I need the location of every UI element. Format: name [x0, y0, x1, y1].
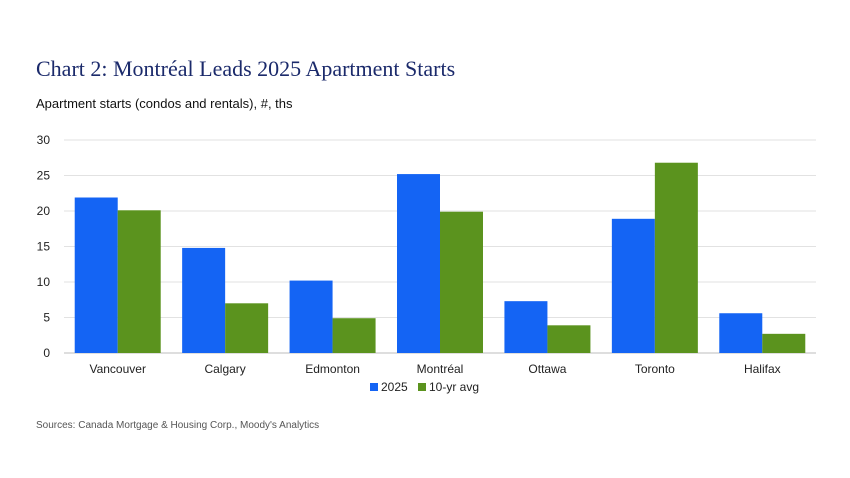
bar-series-2: [225, 303, 269, 353]
x-tick-label: Edmonton: [305, 362, 360, 376]
bar-series-1: [289, 280, 333, 353]
bar-series-2: [654, 162, 698, 353]
x-tick-label: Calgary: [204, 362, 245, 376]
bars: [74, 162, 806, 353]
bar-series-1: [74, 197, 118, 353]
bar-series-2: [440, 211, 483, 353]
x-tick-label: Vancouver: [89, 362, 145, 376]
y-tick-label: 10: [37, 275, 51, 289]
x-tick-label: Toronto: [635, 362, 675, 376]
legend-swatch: [418, 383, 426, 391]
bar-series-1: [504, 301, 548, 353]
bar-series-2: [332, 318, 376, 353]
chart-subtitle: Apartment starts (condos and rentals), #…: [36, 96, 293, 111]
y-axis-ticks: 0 5 10 15 20 25 30: [37, 133, 51, 360]
x-tick-label: Ottawa: [528, 362, 566, 376]
x-tick-label: Halifax: [744, 362, 781, 376]
x-tick-label: Montréal: [417, 362, 464, 376]
bar-series-1: [182, 247, 226, 353]
bar-series-2: [762, 333, 806, 353]
bar-series-1: [397, 174, 440, 353]
bar-series-1: [611, 218, 655, 353]
y-tick-label: 30: [37, 133, 51, 147]
legend-label: 10-yr avg: [429, 380, 479, 394]
source-note: Sources: Canada Mortgage & Housing Corp.…: [36, 420, 320, 431]
bar-series-1: [719, 313, 763, 353]
chart-title: Chart 2: Montréal Leads 2025 Apartment S…: [36, 56, 456, 81]
y-tick-label: 0: [43, 346, 50, 360]
y-tick-label: 20: [37, 204, 51, 218]
legend-swatch: [370, 383, 378, 391]
bar-series-2: [547, 325, 591, 353]
x-axis-ticks: Vancouver Calgary Edmonton Montréal Ottawa To…: [89, 362, 780, 376]
legend: 2025 10-yr avg: [370, 380, 479, 394]
y-tick-label: 25: [37, 169, 51, 183]
y-tick-label: 15: [37, 240, 51, 254]
bar-series-2: [117, 210, 161, 353]
legend-label: 2025: [381, 380, 408, 394]
y-tick-label: 5: [43, 311, 50, 325]
